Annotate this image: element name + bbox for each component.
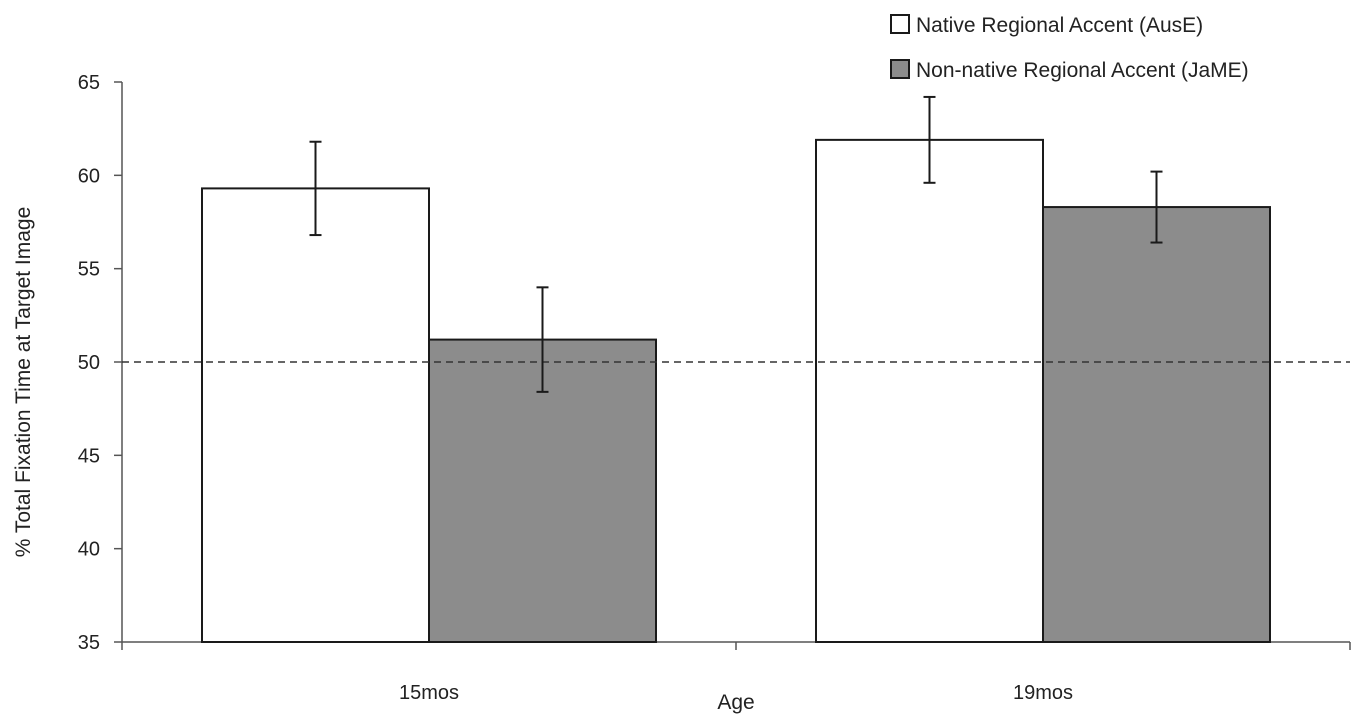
- y-tick-label: 55: [78, 259, 100, 281]
- legend-label: Native Regional Accent (AusE): [916, 14, 1203, 37]
- x-axis-title: Age: [717, 691, 754, 714]
- bars: [201, 138, 1271, 643]
- y-tick-label: 35: [78, 632, 100, 654]
- x-tick-label: 19mos: [1013, 682, 1073, 704]
- x-tick-label: 15mos: [399, 682, 459, 704]
- bar-15mos-series-1: [201, 187, 430, 643]
- legend-item-2: Non-native Regional Accent (JaME): [890, 59, 1249, 82]
- y-axis-title: % Total Fixation Time at Target Image: [12, 207, 35, 558]
- error-bars: [309, 95, 1163, 393]
- x-tick-labels: 15mos 19mos: [399, 682, 1073, 704]
- error-bar-19mos-series-1: [923, 95, 936, 184]
- bar-19mos-series-2: [1042, 206, 1271, 643]
- legend: Native Regional Accent (AusE) Non-native …: [890, 14, 1249, 82]
- y-tick-labels: 35 40 45 50 55 60 65: [78, 72, 100, 654]
- error-bar-15mos-series-2: [536, 286, 549, 393]
- bar-19mos-series-1: [815, 138, 1044, 643]
- y-tick-label: 65: [78, 72, 100, 94]
- error-bar-19mos-series-2: [1150, 170, 1163, 244]
- y-tick-label: 40: [78, 539, 100, 561]
- legend-item-1: Native Regional Accent (AusE): [890, 14, 1203, 37]
- legend-label: Non-native Regional Accent (JaME): [916, 59, 1249, 82]
- y-tick-label: 50: [78, 352, 100, 374]
- y-tick-label: 45: [78, 445, 100, 467]
- legend-swatch: [890, 59, 910, 79]
- error-bar-15mos-series-1: [309, 140, 322, 237]
- legend-swatch: [890, 14, 910, 34]
- y-tick-label: 60: [78, 165, 100, 187]
